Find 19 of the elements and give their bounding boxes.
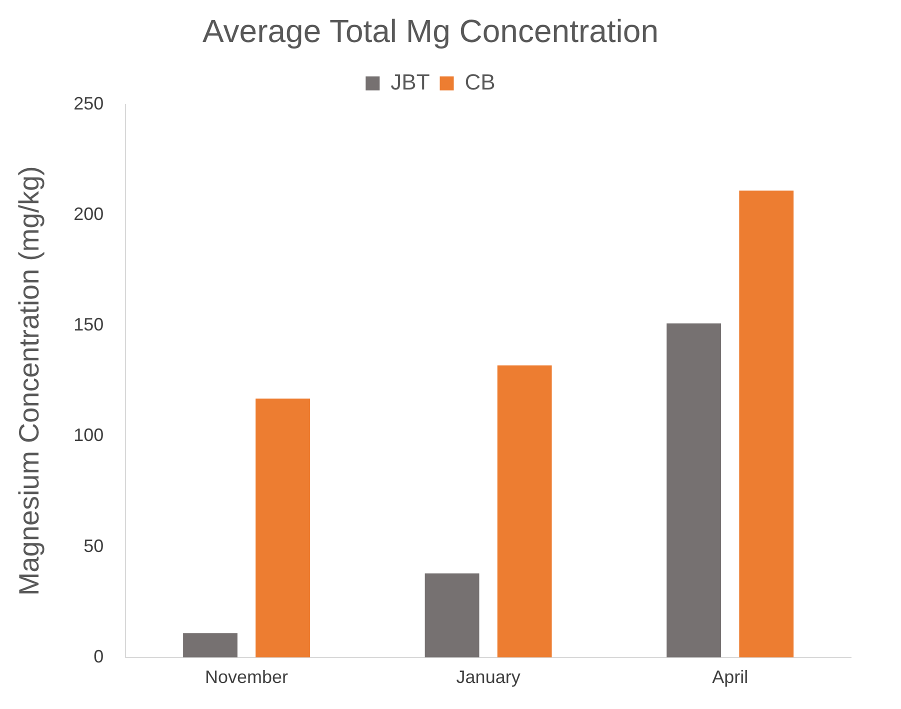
y-axis-title: Magnesium Concentration (mg/kg) <box>14 166 45 596</box>
legend-label: JBT <box>390 69 430 94</box>
bar <box>497 365 552 658</box>
y-tick-label: 100 <box>74 425 104 446</box>
legend-label: CB <box>464 69 496 94</box>
bar <box>183 633 238 658</box>
x-tick-label: November <box>205 667 288 688</box>
bar <box>256 398 310 658</box>
x-tick-label: January <box>456 667 520 688</box>
bar <box>739 190 794 658</box>
bar <box>666 323 722 658</box>
y-tick-label: 250 <box>74 93 104 114</box>
x-tick-label: April <box>712 667 748 688</box>
chart-title: Average Total Mg Concentration <box>202 13 658 50</box>
y-tick-label: 50 <box>84 536 104 556</box>
y-tick-label: 150 <box>74 314 104 335</box>
bar <box>424 573 480 658</box>
y-tick-label: 200 <box>74 204 104 224</box>
y-tick-label: 0 <box>94 646 104 666</box>
